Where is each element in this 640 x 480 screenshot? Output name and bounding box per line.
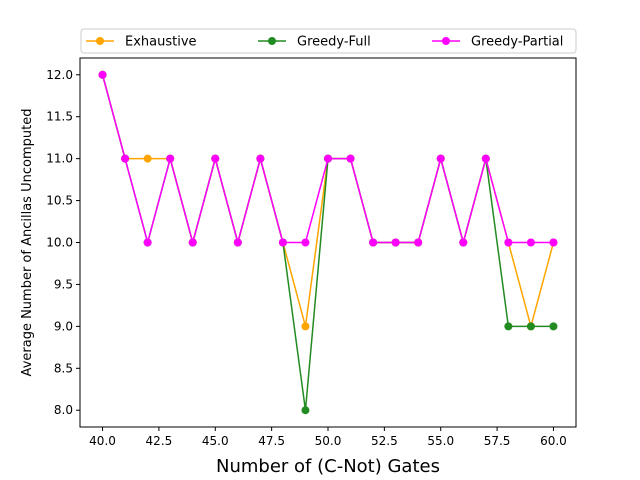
x-tick-label: 45.0 (202, 434, 229, 448)
y-tick-label: 10.0 (46, 236, 73, 250)
legend-label-greedy-partial: Greedy-Partial (471, 35, 563, 50)
data-point-greedy-partial (549, 238, 558, 247)
y-tick-label: 11.5 (46, 110, 73, 124)
legend-marker-exhaustive (96, 37, 104, 45)
series-line-greedy-full (101, 74, 554, 411)
data-point-greedy-partial (233, 238, 242, 247)
data-point-greedy-full (526, 322, 535, 331)
data-point-greedy-partial (166, 154, 175, 163)
x-tick-label: 57.5 (484, 434, 511, 448)
legend-label-greedy-full: Greedy-Full (297, 35, 371, 50)
x-tick-label: 47.5 (258, 434, 285, 448)
data-point-greedy-partial (414, 238, 423, 247)
legend-box (80, 28, 577, 54)
data-point-greedy-partial (211, 154, 220, 163)
data-point-greedy-full (301, 406, 310, 415)
data-point-greedy-full (549, 322, 558, 331)
y-tick-label: 9.0 (54, 319, 73, 333)
data-point-exhaustive (301, 322, 310, 331)
x-axis-label: Number of (C-Not) Gates (216, 456, 440, 477)
data-point-greedy-partial (504, 238, 513, 247)
y-tick-label: 12.0 (46, 68, 73, 82)
x-tick-label: 50.0 (315, 434, 342, 448)
x-tick-label: 55.0 (427, 434, 454, 448)
plot-area (98, 70, 558, 415)
data-point-greedy-partial (301, 238, 310, 247)
data-point-greedy-partial (256, 154, 265, 163)
data-point-greedy-partial (391, 238, 400, 247)
y-axis-label: Average Number of Ancillas Uncomputed (20, 109, 35, 377)
data-point-greedy-full (504, 322, 513, 331)
legend: Exhaustive Greedy-Full Greedy-Partial (80, 28, 577, 54)
data-point-exhaustive (143, 154, 152, 163)
x-tick-label: 42.5 (146, 434, 173, 448)
y-axis: 8.0 8.5 9.0 9.5 10.0 10.5 11.0 11.5 12.0 (46, 68, 80, 417)
series-line-exhaustive (101, 74, 555, 330)
data-point-greedy-partial (143, 238, 152, 247)
data-point-greedy-partial (346, 154, 355, 163)
data-point-greedy-partial (459, 238, 468, 247)
y-tick-label: 11.0 (46, 152, 73, 166)
x-axis: 40.0 42.5 45.0 47.5 50.0 52.5 55.0 57.5 60.0 (89, 427, 567, 448)
data-point-greedy-partial (188, 238, 197, 247)
x-tick-label: 60.0 (540, 434, 567, 448)
data-point-greedy-partial (98, 70, 107, 79)
axes-frame (79, 57, 577, 428)
y-tick-label: 10.5 (46, 194, 73, 208)
y-tick-label: 9.5 (54, 277, 73, 291)
y-tick-label: 8.5 (54, 361, 73, 375)
data-point-greedy-partial (278, 238, 287, 247)
legend-marker-greedy-partial (442, 37, 450, 45)
data-point-greedy-partial (369, 238, 378, 247)
data-point-greedy-partial (526, 238, 535, 247)
x-tick-label: 52.5 (371, 434, 398, 448)
legend-marker-greedy-full (268, 37, 276, 45)
data-point-greedy-partial (121, 154, 130, 163)
x-tick-label: 40.0 (89, 434, 116, 448)
data-point-greedy-partial (324, 154, 332, 163)
y-tick-label: 8.0 (54, 403, 73, 417)
data-point-greedy-partial (436, 154, 445, 163)
legend-label-exhaustive: Exhaustive (125, 35, 197, 50)
data-point-greedy-partial (481, 154, 490, 163)
